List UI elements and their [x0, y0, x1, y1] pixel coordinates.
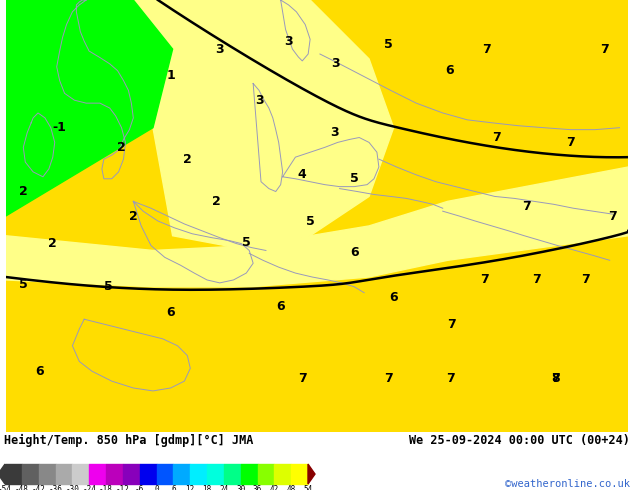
Text: 7: 7: [482, 43, 491, 55]
Text: 24: 24: [219, 485, 228, 490]
Text: 54: 54: [304, 485, 313, 490]
Text: 7: 7: [552, 371, 560, 385]
Text: -12: -12: [116, 485, 130, 490]
Bar: [123, 464, 139, 484]
Bar: [72, 464, 89, 484]
Bar: [291, 464, 308, 484]
Text: We 25-09-2024 00:00 UTC (00+24): We 25-09-2024 00:00 UTC (00+24): [409, 434, 630, 447]
Text: -48: -48: [15, 485, 29, 490]
Text: 5: 5: [350, 172, 359, 185]
Text: 12: 12: [186, 485, 195, 490]
Bar: [139, 464, 157, 484]
Bar: [173, 464, 190, 484]
Bar: [241, 464, 257, 484]
Bar: [106, 464, 123, 484]
Text: 30: 30: [236, 485, 245, 490]
Text: 2: 2: [212, 195, 221, 208]
Text: 7: 7: [481, 273, 489, 287]
Text: 5: 5: [384, 38, 393, 50]
Text: -30: -30: [65, 485, 79, 490]
Text: 7: 7: [298, 371, 307, 385]
Bar: [89, 464, 106, 484]
Text: 2: 2: [117, 141, 126, 154]
Text: 36: 36: [253, 485, 262, 490]
Bar: [257, 464, 275, 484]
Bar: [190, 464, 207, 484]
Text: 5: 5: [19, 278, 28, 292]
Text: -6: -6: [135, 485, 145, 490]
Text: 0: 0: [154, 485, 158, 490]
Text: 2: 2: [129, 210, 138, 222]
Text: ©weatheronline.co.uk: ©weatheronline.co.uk: [505, 479, 630, 489]
Text: 6: 6: [445, 64, 454, 77]
Text: 6: 6: [171, 485, 176, 490]
Bar: [207, 464, 224, 484]
Text: 2: 2: [19, 185, 28, 198]
Text: 7: 7: [384, 371, 393, 385]
Text: -24: -24: [82, 485, 96, 490]
Text: 7: 7: [600, 43, 609, 55]
Text: -18: -18: [99, 485, 113, 490]
Text: 3: 3: [216, 43, 224, 55]
Text: 6: 6: [36, 365, 44, 378]
Text: 7: 7: [581, 273, 590, 287]
Text: 2: 2: [183, 152, 191, 166]
Text: 7: 7: [566, 136, 575, 149]
Text: 42: 42: [269, 485, 279, 490]
Text: 5: 5: [242, 236, 250, 249]
Bar: [224, 464, 241, 484]
Text: 4: 4: [298, 169, 307, 181]
Bar: [39, 464, 56, 484]
Text: 3: 3: [255, 94, 263, 107]
Text: -36: -36: [49, 485, 62, 490]
Bar: [275, 464, 291, 484]
Text: 5: 5: [306, 215, 314, 227]
Text: -1: -1: [53, 121, 67, 134]
Text: 3: 3: [332, 57, 340, 71]
Text: 7: 7: [446, 371, 455, 385]
Text: 18: 18: [202, 485, 212, 490]
Text: 3: 3: [284, 35, 293, 48]
Polygon shape: [133, 0, 394, 250]
Text: 2: 2: [48, 237, 57, 250]
Bar: [157, 464, 173, 484]
Polygon shape: [0, 464, 5, 484]
Polygon shape: [6, 0, 172, 216]
Bar: [5, 464, 22, 484]
Text: 8: 8: [552, 371, 560, 385]
Text: 48: 48: [287, 485, 296, 490]
Text: 7: 7: [532, 273, 540, 287]
Text: 7: 7: [493, 131, 501, 144]
Polygon shape: [6, 167, 628, 287]
Text: 1: 1: [166, 69, 175, 82]
Text: 6: 6: [350, 246, 359, 259]
Text: Height/Temp. 850 hPa [gdmp][°C] JMA: Height/Temp. 850 hPa [gdmp][°C] JMA: [4, 434, 254, 447]
Bar: [22, 464, 39, 484]
Polygon shape: [308, 464, 315, 484]
Text: -42: -42: [32, 485, 46, 490]
Text: 6: 6: [389, 291, 398, 304]
Text: 6: 6: [276, 300, 285, 313]
Text: -54: -54: [0, 485, 12, 490]
Text: 7: 7: [608, 210, 617, 222]
Text: 5: 5: [105, 280, 113, 294]
Bar: [56, 464, 72, 484]
Text: 6: 6: [166, 306, 175, 319]
Text: 7: 7: [522, 200, 531, 213]
Text: 7: 7: [447, 318, 456, 331]
Text: 3: 3: [330, 126, 339, 139]
